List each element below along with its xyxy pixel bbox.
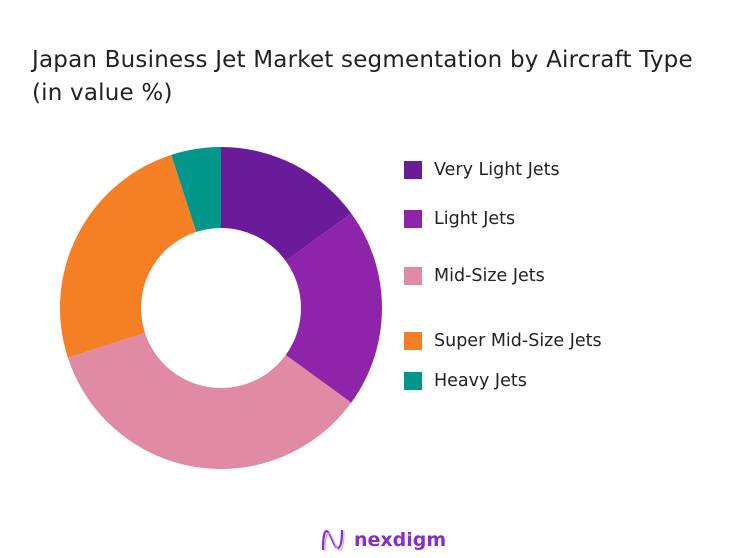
donut-slice-super-mid-size-jets [60, 154, 197, 358]
logo-wave-icon [321, 529, 345, 552]
legend-item-mid-size-jets: Mid-Size Jets [404, 266, 545, 286]
legend-swatch [404, 372, 422, 390]
logo-text: nexdigm [354, 529, 447, 551]
legend-label: Mid-Size Jets [434, 266, 545, 286]
legend-swatch [404, 332, 422, 350]
donut-slice-mid-size-jets [67, 332, 352, 469]
nexdigm-logo: nexdigm [320, 526, 446, 554]
legend-label: Very Light Jets [434, 160, 560, 180]
legend-label: Heavy Jets [434, 371, 527, 391]
donut-slice-very-light-jets [221, 147, 352, 261]
chart-title: Japan Business Jet Market segmentation b… [32, 47, 693, 106]
legend-label: Super Mid-Size Jets [434, 331, 602, 351]
legend-label: Light Jets [434, 209, 516, 229]
donut-slice-light-jets [285, 213, 382, 403]
donut-slice-heavy-jets [171, 147, 221, 232]
legend-swatch [404, 267, 422, 285]
legend-swatch [404, 161, 422, 179]
legend-item-super-mid-size-jets: Super Mid-Size Jets [404, 331, 602, 351]
legend-item-heavy-jets: Heavy Jets [404, 371, 527, 391]
legend-swatch [404, 210, 422, 228]
legend-item-light-jets: Light Jets [404, 209, 515, 229]
legend-item-very-light-jets: Very Light Jets [404, 160, 560, 180]
